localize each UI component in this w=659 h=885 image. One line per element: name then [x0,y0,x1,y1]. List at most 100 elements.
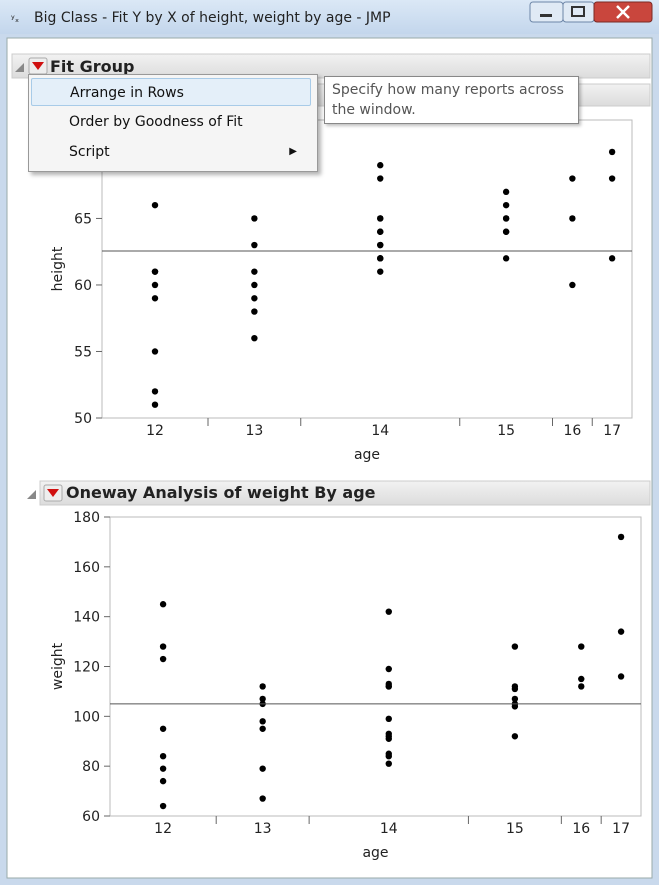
point [151,201,159,209]
point [377,215,384,222]
point [385,735,392,742]
point [259,765,266,772]
point [377,255,384,262]
y-tick-label: 55 [74,344,92,360]
point [259,695,266,703]
point [578,683,585,690]
point [151,401,159,408]
point [377,241,384,249]
y-tick-label: 160 [73,560,100,576]
y-tick-label: 180 [73,510,100,526]
point [251,241,258,249]
point [377,175,384,182]
point [151,388,159,395]
point [377,162,384,169]
point [259,795,266,802]
point [385,760,392,767]
x-tick-label: 14 [380,821,398,837]
red-triangle-icon [47,489,59,497]
point [502,255,510,262]
point [608,175,616,182]
maximize-icon [571,6,585,17]
x-tick-label: 14 [371,423,389,439]
point [377,268,384,275]
red-triangle-icon [32,62,44,70]
point [569,175,576,182]
point [259,718,266,725]
point [159,601,167,608]
menu-item-label: Script [69,144,110,160]
plot-frame [109,516,642,817]
point [259,725,266,732]
point [159,655,167,663]
point [511,685,519,693]
y-axis-label: height [50,246,66,291]
point [259,683,266,690]
point [569,215,576,222]
menu-item[interactable]: Script ▶ [31,138,311,166]
disclosure-icon[interactable] [27,490,36,499]
context-menu: Arrange in Rows Order by Goodness of Fit… [28,74,318,172]
chart-title: Oneway Analysis of weight By age [66,483,376,502]
close-icon [616,5,630,19]
point [159,643,167,650]
point [569,281,576,289]
point [511,733,519,740]
point [251,295,258,302]
maximize-button[interactable] [562,1,595,23]
y-tick-label: 140 [73,610,100,626]
point [617,533,625,541]
x-tick-label: 13 [254,821,272,837]
menu-item[interactable]: Order by Goodness of Fit [69,114,243,130]
point [151,295,159,302]
point [617,628,625,635]
point [608,148,616,156]
y-tick-label: 60 [82,809,100,825]
point [251,215,258,222]
menu-item[interactable]: Arrange in Rows [31,78,311,106]
x-axis-label: age [354,447,380,463]
point [159,753,167,760]
point [385,608,392,615]
minimize-button[interactable] [529,1,564,23]
x-tick-label: 15 [506,821,524,837]
x-tick-label: 12 [154,821,172,837]
point [159,765,167,772]
point [385,665,392,673]
point [251,268,258,275]
point [251,281,258,289]
app-icon: ʸₓ [11,14,19,25]
point [511,703,519,710]
x-tick-label: 13 [245,423,263,439]
point [159,802,167,810]
minimize-icon [540,14,552,17]
x-tick-label: 17 [603,423,621,439]
report-header [39,480,651,506]
point [377,228,384,235]
point [578,643,585,650]
point [502,215,510,222]
point [151,348,159,355]
y-tick-label: 60 [74,278,92,294]
point [578,675,585,683]
point [151,281,159,289]
window-title: Big Class - Fit Y by X of height, weight… [34,10,391,26]
point [502,188,510,196]
point [251,334,258,342]
x-tick-label: 16 [563,423,581,439]
y-axis-label: weight [50,642,66,690]
point [151,268,159,275]
x-tick-label: 17 [612,821,630,837]
point [159,725,167,732]
point [511,643,519,650]
point [617,673,625,680]
disclosure-icon[interactable] [15,63,24,72]
point [608,255,616,262]
x-tick-label: 16 [572,821,590,837]
submenu-arrow: ▶ [289,146,297,157]
point [385,683,392,690]
y-tick-label: 65 [74,211,92,227]
y-tick-label: 50 [74,411,92,427]
